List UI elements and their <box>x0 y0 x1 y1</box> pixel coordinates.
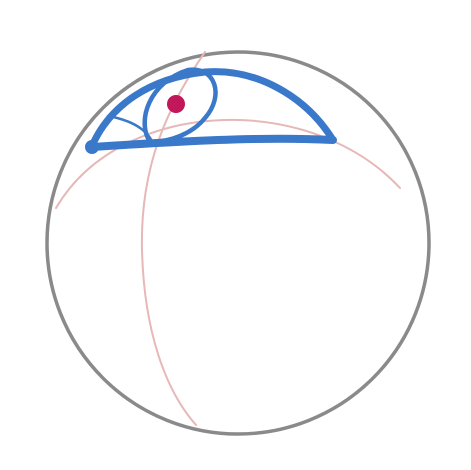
sphere-outline <box>45 50 431 436</box>
iris-dot <box>167 95 185 113</box>
iris-outline <box>142 67 218 145</box>
horizontal-guide-curve <box>55 118 401 209</box>
eye-lid-guide-line <box>106 114 154 143</box>
eye-lower-line <box>88 134 337 151</box>
eye-corner-dot <box>85 140 99 154</box>
